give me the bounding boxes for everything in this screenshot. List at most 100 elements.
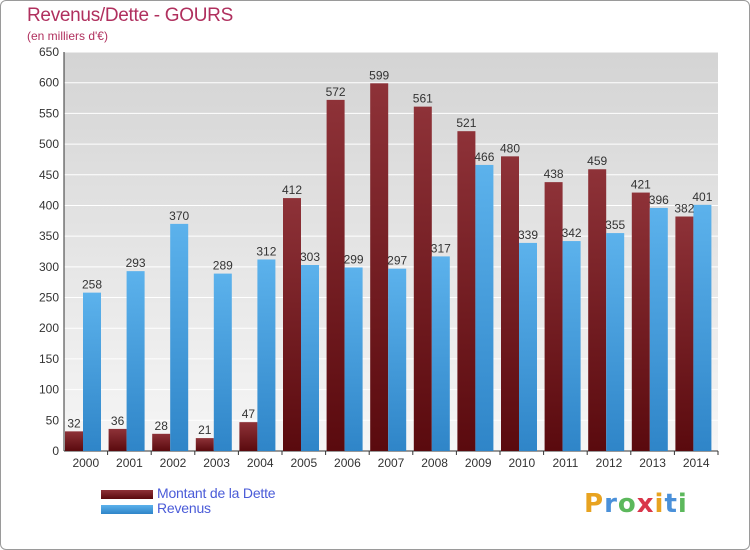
data-label-revenue: 299 [344,252,364,266]
y-tick-label: 50 [46,413,60,427]
bar-revenue [170,223,189,451]
data-label-revenue: 339 [518,228,538,242]
legend-label-debt: Montant de la Dette [157,485,276,501]
data-label-debt: 480 [500,141,520,155]
x-tick-label: 2013 [639,456,666,470]
bar-debt [108,428,127,451]
bar-revenue [475,164,494,451]
x-tick-label: 2010 [508,456,535,470]
x-tick-label: 2001 [116,456,143,470]
bar-revenue [649,207,668,451]
bar-debt [501,156,519,451]
data-label-debt: 47 [242,407,256,421]
data-labels: 32 258 36 293 28 370 21 289 47 312 412 303 572 299 599… [67,68,712,437]
data-label-debt: 572 [326,85,346,99]
data-label-revenue: 303 [300,250,320,264]
data-label-revenue: 355 [605,218,625,232]
data-label-debt: 32 [67,416,81,430]
bar-revenue [257,259,276,451]
y-tick-label: 0 [52,444,59,458]
data-label-debt: 521 [456,116,476,130]
y-tick-label: 100 [39,383,59,397]
y-tick-label: 150 [39,352,59,366]
legend-label-revenue: Revenus [157,500,211,516]
bar-revenue [301,265,319,451]
bar-debt [152,433,171,451]
data-label-revenue: 466 [474,150,494,164]
data-label-debt: 421 [631,178,651,192]
logo-letter: r [604,489,618,519]
bar-revenue [126,271,145,451]
bar-revenue [519,242,537,451]
y-tick-label: 600 [39,76,59,90]
bar-debt [631,192,650,451]
x-tick-label: 2004 [247,456,274,470]
y-tick-label: 300 [39,260,59,274]
bar-debt [326,99,345,451]
x-tick-label: 2014 [683,456,710,470]
data-label-revenue: 401 [692,190,712,204]
data-label-revenue: 293 [126,256,146,270]
data-label-debt: 412 [282,183,302,197]
legend-swatch-revenue [101,505,153,514]
bar-revenue [388,268,407,451]
bar-revenue [344,267,363,451]
y-tick-label: 350 [39,229,59,243]
logo-letter: P [584,489,605,519]
y-tick-label: 550 [39,106,59,120]
chart-title: Revenus/Dette - GOURS [27,5,233,26]
y-tick-label: 650 [39,45,59,59]
bar-debt [370,83,389,451]
bar-revenue [562,241,581,451]
data-label-revenue: 396 [649,193,669,207]
x-tick-label: 2000 [72,456,99,470]
bar-revenue [606,233,625,451]
data-label-debt: 561 [413,92,433,106]
bar-debt [413,106,432,451]
bar-revenue [693,204,712,451]
y-tick-label: 250 [39,291,59,305]
y-tick-label: 400 [39,198,59,212]
data-label-revenue: 297 [387,254,407,268]
x-tick-label: 2011 [552,456,578,470]
bar-debt [675,216,694,451]
data-label-revenue: 342 [562,226,582,240]
chart-subtitle: (en milliers d'€) [27,29,108,43]
data-label-revenue: 312 [256,244,276,258]
data-label-debt: 382 [674,202,694,216]
logo-letter: i [677,489,688,519]
x-tick-label: 2005 [290,456,317,470]
proxiti-logo: Proxiti [584,489,688,519]
data-label-debt: 459 [587,154,607,168]
y-tick-label: 200 [39,321,59,335]
legend-swatch-debt [101,490,153,499]
x-tick-label: 2006 [334,456,361,470]
data-label-debt: 36 [111,414,125,428]
logo-letter: i [654,489,665,519]
x-tick-label: 2007 [378,456,405,470]
bar-debt [195,438,214,451]
bar-debt [283,198,301,451]
bar-debt [239,422,258,451]
x-tick-label: 2012 [596,456,623,470]
x-tick-label: 2003 [203,456,230,470]
x-tick-label: 2008 [421,456,448,470]
data-label-debt: 599 [369,68,389,82]
logo-letter: x [636,489,655,519]
bar-debt [65,431,83,451]
bar-debt [544,182,563,452]
data-label-debt: 21 [198,423,212,437]
y-tick-label: 450 [39,168,59,182]
data-label-revenue: 258 [82,278,102,292]
y-tick-label: 500 [39,137,59,151]
logo-letter: t [664,489,678,519]
x-tick-label: 2009 [465,456,492,470]
axes: 0 50 100 150 200 250 300 350 400 450 500 550 600 650 2… [39,45,719,470]
data-label-revenue: 317 [431,241,451,255]
bar-debt [457,131,476,451]
bar-debt [588,169,607,451]
data-label-revenue: 289 [213,259,233,273]
x-tick-label: 2002 [160,456,187,470]
